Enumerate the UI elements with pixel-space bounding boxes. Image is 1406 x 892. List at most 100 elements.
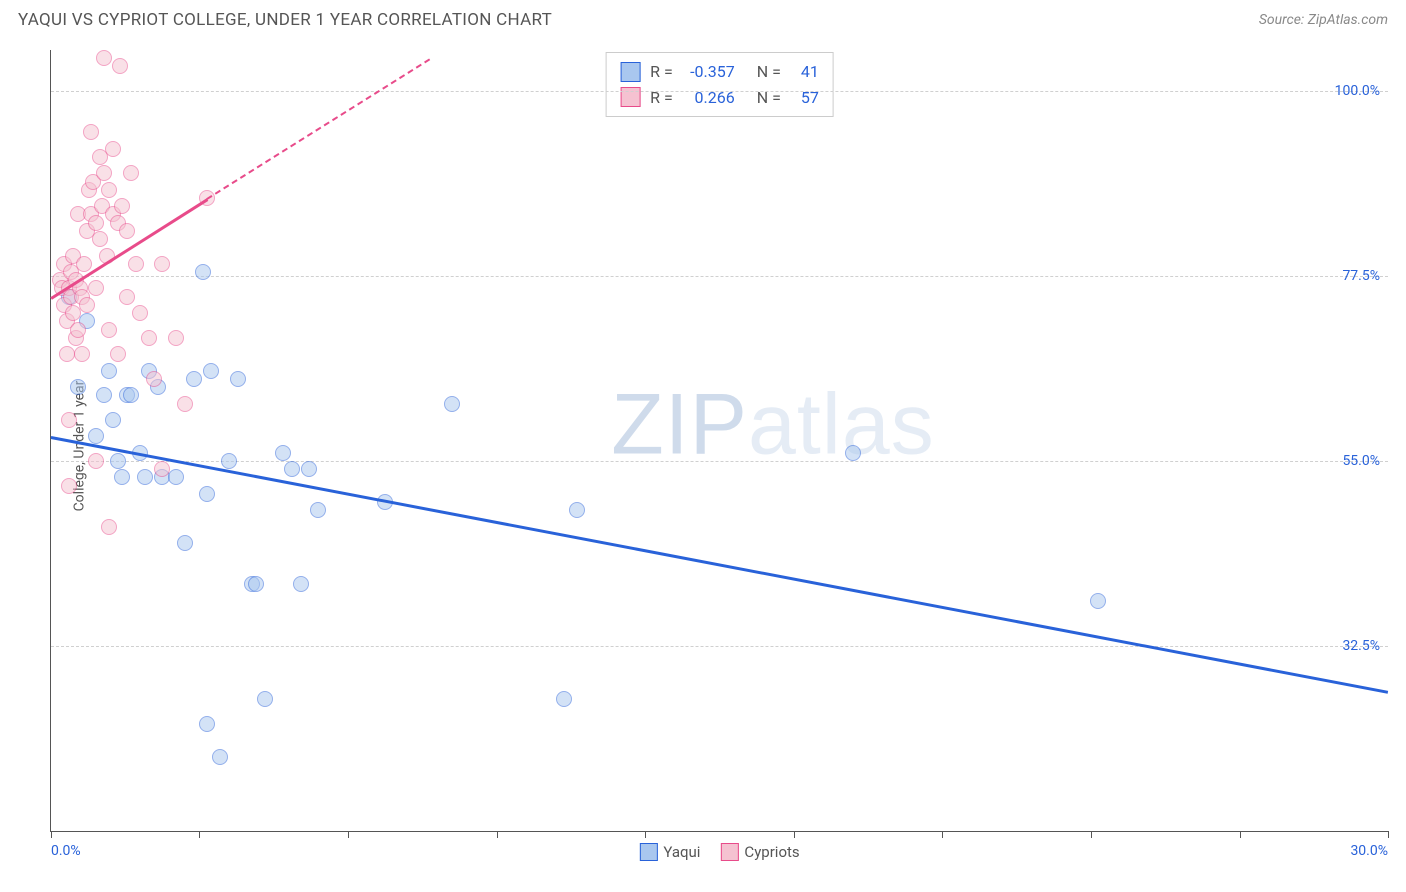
data-point <box>96 165 112 181</box>
data-point <box>146 371 162 387</box>
data-point <box>199 486 215 502</box>
data-point <box>88 280 104 296</box>
y-tick-label: 55.0% <box>1342 453 1380 469</box>
legend-swatch <box>720 843 738 861</box>
legend-row: R = 0.266 N = 57 <box>620 85 819 111</box>
data-point <box>230 371 246 387</box>
data-point <box>154 461 170 477</box>
data-point <box>74 346 90 362</box>
data-point <box>154 256 170 272</box>
x-tick <box>1091 831 1092 838</box>
data-point <box>61 478 77 494</box>
data-point <box>141 330 157 346</box>
data-point <box>112 58 128 74</box>
gridline <box>51 646 1388 647</box>
data-point <box>845 445 861 461</box>
data-point <box>123 387 139 403</box>
y-tick-label: 32.5% <box>1342 638 1380 654</box>
data-point <box>168 330 184 346</box>
series-legend-item: Cypriots <box>720 843 799 861</box>
x-tick <box>51 831 52 838</box>
chart-plot-area: ZIPatlas R =-0.357N =41R =0.266N =57 Yaq… <box>50 50 1388 832</box>
legend-n-label: N = <box>757 85 781 111</box>
chart-title: YAQUI VS CYPRIOT COLLEGE, UNDER 1 YEAR C… <box>18 10 552 30</box>
data-point <box>76 256 92 272</box>
data-point <box>284 461 300 477</box>
legend-row: R =-0.357N =41 <box>620 59 819 85</box>
data-point <box>70 379 86 395</box>
data-point <box>105 412 121 428</box>
x-tick <box>1240 831 1241 838</box>
legend-r-value: -0.357 <box>683 59 735 85</box>
gridline <box>51 276 1388 277</box>
data-point <box>119 223 135 239</box>
x-tick <box>348 831 349 838</box>
data-point <box>177 535 193 551</box>
legend-swatch <box>639 843 657 861</box>
gridline <box>51 461 1388 462</box>
data-point <box>92 231 108 247</box>
data-point <box>212 749 228 765</box>
data-point <box>132 305 148 321</box>
data-point <box>83 124 99 140</box>
data-point <box>257 691 273 707</box>
data-point <box>101 182 117 198</box>
data-point <box>88 453 104 469</box>
series-legend: Yaqui Cypriots <box>639 843 799 861</box>
data-point <box>275 445 291 461</box>
data-point <box>110 346 126 362</box>
data-point <box>128 256 144 272</box>
data-point <box>137 469 153 485</box>
data-point <box>221 453 237 469</box>
x-tick <box>942 831 943 838</box>
legend-swatch <box>620 62 640 82</box>
data-point <box>199 716 215 732</box>
data-point <box>101 363 117 379</box>
gridline <box>51 91 1388 92</box>
data-point <box>110 453 126 469</box>
series-legend-item: Yaqui <box>639 843 700 861</box>
legend-r-label: R = <box>650 59 673 85</box>
data-point <box>88 215 104 231</box>
data-point <box>96 387 112 403</box>
correlation-legend: R =-0.357N =41R =0.266N =57 <box>605 52 834 117</box>
data-point <box>168 469 184 485</box>
legend-n-label: N = <box>757 59 781 85</box>
x-tick <box>1388 831 1389 838</box>
data-point <box>70 322 86 338</box>
legend-r-value: 0.266 <box>683 85 735 111</box>
x-tick <box>497 831 498 838</box>
x-tick <box>794 831 795 838</box>
data-point <box>556 691 572 707</box>
chart-source: Source: ZipAtlas.com <box>1259 12 1388 28</box>
x-tick-label: 0.0% <box>51 843 81 859</box>
series-name: Cypriots <box>744 843 799 861</box>
trendline <box>51 436 1388 693</box>
data-point <box>123 165 139 181</box>
legend-n-value: 57 <box>791 85 819 111</box>
data-point <box>177 396 193 412</box>
y-tick-label: 100.0% <box>1335 83 1380 99</box>
watermark: ZIPatlas <box>611 375 934 474</box>
data-point <box>96 50 112 66</box>
data-point <box>248 576 264 592</box>
data-point <box>195 264 211 280</box>
x-tick <box>199 831 200 838</box>
data-point <box>444 396 460 412</box>
data-point <box>293 576 309 592</box>
data-point <box>101 519 117 535</box>
data-point <box>79 297 95 313</box>
data-point <box>186 371 202 387</box>
legend-r-label: R = <box>650 85 673 111</box>
data-point <box>569 502 585 518</box>
data-point <box>105 141 121 157</box>
trendline-dashed <box>206 58 430 200</box>
data-point <box>1090 593 1106 609</box>
data-point <box>114 469 130 485</box>
series-name: Yaqui <box>663 843 700 861</box>
data-point <box>114 198 130 214</box>
data-point <box>61 412 77 428</box>
x-tick-label: 30.0% <box>1350 843 1388 859</box>
y-tick-label: 77.5% <box>1342 268 1380 284</box>
data-point <box>203 363 219 379</box>
